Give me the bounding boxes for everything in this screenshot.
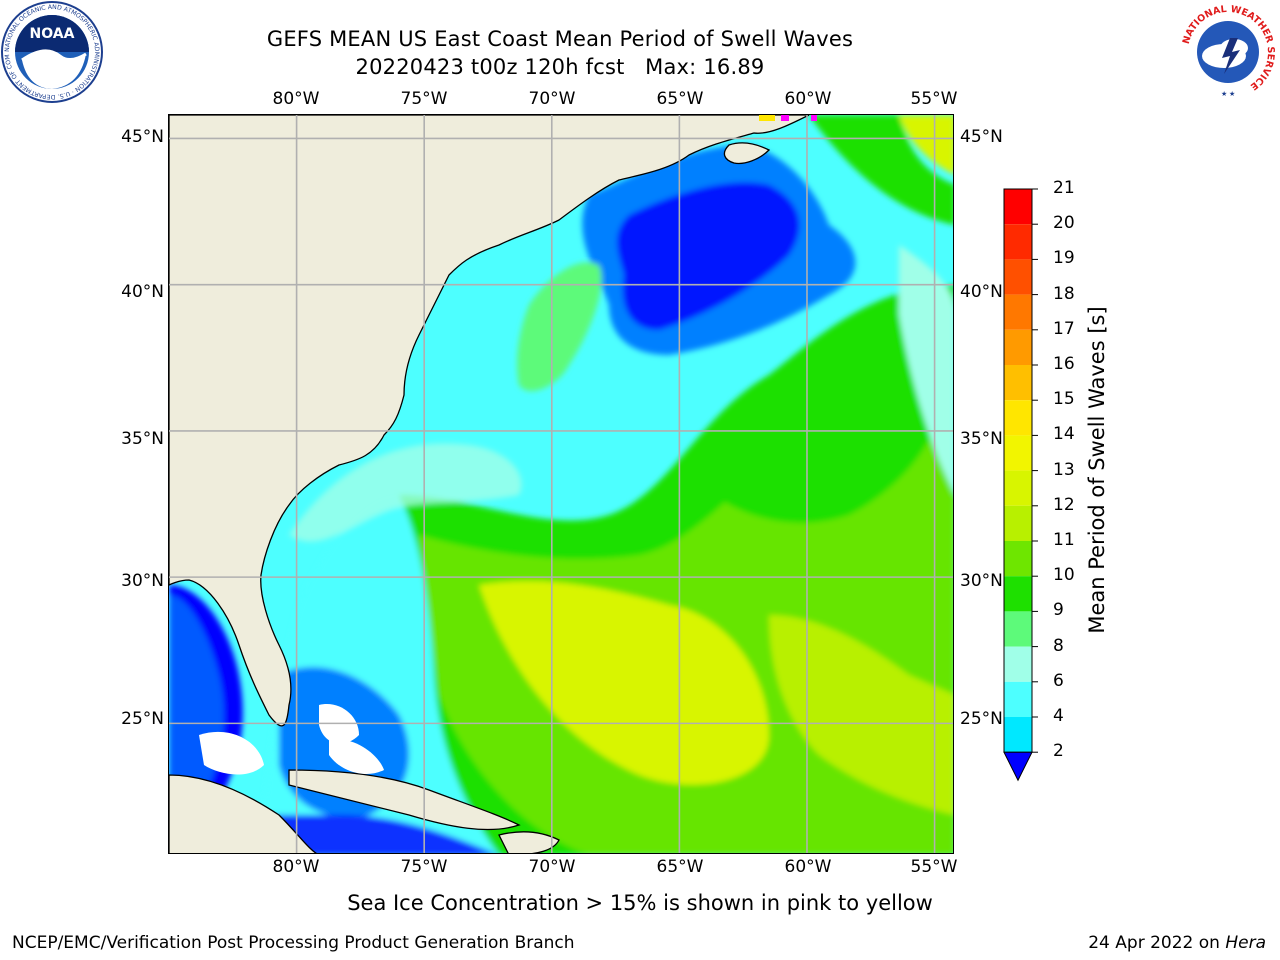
colorbar-box [1004, 435, 1032, 471]
field-region-10-11s-east [689, 354, 939, 523]
lat-label-right: 40°N [960, 282, 1003, 302]
nws-logo: NATIONAL WEATHER SERVICE ★ ★ [1178, 2, 1278, 102]
colorbar-box [1004, 224, 1032, 260]
lat-label-left: 45°N [121, 127, 164, 147]
hispaniola-land [498, 831, 560, 853]
noaa-logo: NATIONAL OCEANIC AND ATMOSPHERIC ADMINIS… [0, 0, 103, 103]
lat-label-left: 30°N [121, 571, 164, 591]
credit-left: NCEP/EMC/Verification Post Processing Pr… [12, 933, 575, 953]
field-region-9-10s [517, 262, 602, 392]
field-region-below-2s [617, 182, 800, 330]
lat-label-left: 25°N [121, 709, 164, 729]
colorbar-box [1004, 646, 1032, 682]
lon-label-top: 70°W [528, 89, 576, 109]
credit-date: 24 Apr 2022 on [1088, 933, 1226, 953]
colorbar-box [1004, 329, 1032, 365]
credit-right: 24 Apr 2022 on Hera [1088, 933, 1266, 953]
us-east-coast-land [169, 115, 810, 727]
cuba-land [288, 769, 521, 831]
chart-subtitle: 20220423 t00z 120h fcst Max: 16.89 [355, 55, 765, 79]
colorbar-box [1004, 681, 1032, 717]
colorbar-label: 14 [1053, 424, 1075, 445]
lon-label-bottom: 65°W [656, 857, 704, 877]
lat-label-left: 40°N [121, 282, 164, 302]
colorbar [1003, 188, 1038, 782]
lon-label-bottom: 60°W [784, 857, 832, 877]
colorbar-label: 12 [1053, 494, 1075, 515]
colorbar-box [1004, 611, 1032, 647]
lon-label-bottom: 75°W [400, 857, 448, 877]
colorbar-label: 10 [1053, 565, 1075, 586]
colorbar-label: 20 [1053, 213, 1075, 234]
colorbar-box [1004, 259, 1032, 295]
colorbar-box [1004, 400, 1032, 436]
field-region-8-9s-east [899, 245, 953, 491]
map-panel [168, 114, 954, 854]
lat-label-right: 30°N [960, 571, 1003, 591]
colorbar-box [1004, 717, 1032, 753]
colorbar-label: 18 [1053, 283, 1075, 304]
svg-text:★: ★ [1221, 90, 1227, 98]
field-region-12-13s [769, 615, 953, 815]
colorbar-label: 6 [1053, 670, 1064, 691]
field-region-13s-ne [899, 115, 953, 174]
lon-label-top: 75°W [400, 89, 448, 109]
swell-period-field [169, 115, 953, 853]
field-region-10s-ne [809, 115, 953, 225]
sea-ice-note: Sea Ice Concentration > 15% is shown in … [347, 891, 933, 915]
lat-label-right: 35°N [960, 429, 1003, 449]
svg-text:★: ★ [1229, 90, 1235, 98]
lat-label-right: 25°N [960, 709, 1003, 729]
colorbar-label: 8 [1053, 635, 1064, 656]
colorbar-box [1004, 294, 1032, 330]
colorbar-box [1004, 470, 1032, 506]
chart-title: GEFS MEAN US East Coast Mean Period of S… [266, 27, 854, 51]
lon-label-top: 80°W [272, 89, 320, 109]
colorbar-box [1004, 576, 1032, 612]
lon-label-top: 60°W [784, 89, 832, 109]
lat-label-right: 45°N [960, 127, 1003, 147]
colorbar-box [1004, 365, 1032, 401]
sea-ice-marks [759, 115, 817, 121]
lat-label-left: 35°N [121, 429, 164, 449]
lon-label-top: 65°W [656, 89, 704, 109]
colorbar-label: 19 [1053, 248, 1075, 269]
colorbar-label: 4 [1053, 706, 1064, 726]
lon-label-bottom: 80°W [272, 857, 320, 877]
colorbar-box [1004, 189, 1032, 225]
colorbar-label: 17 [1053, 318, 1075, 339]
credit-host: Hera [1225, 933, 1266, 953]
field-region-8-9s [289, 443, 522, 542]
noaa-logo-text: NOAA [30, 26, 75, 42]
colorbar-extend-min [1003, 751, 1033, 782]
no-data-regions [199, 704, 384, 775]
colorbar-label: 21 [1053, 178, 1075, 198]
gridlines [169, 115, 953, 853]
colorbar-label: 16 [1053, 354, 1075, 374]
lon-label-bottom: 55°W [910, 857, 958, 877]
lon-label-top: 55°W [910, 89, 958, 109]
colorbar-box [1004, 541, 1032, 577]
colorbar-label: 2 [1053, 741, 1064, 762]
nova-scotia-land [723, 142, 771, 165]
colorbar-box [1004, 505, 1032, 541]
land [169, 115, 810, 853]
colorbar-label: 15 [1053, 389, 1075, 410]
colorbar-label: 11 [1053, 530, 1075, 550]
colorbar-label: 13 [1053, 459, 1075, 480]
yucatan-land [169, 774, 318, 853]
colorbar-title: Mean Period of Swell Waves [s] [1085, 306, 1109, 634]
lon-label-bottom: 70°W [528, 857, 576, 877]
colorbar-label: 9 [1053, 600, 1064, 621]
